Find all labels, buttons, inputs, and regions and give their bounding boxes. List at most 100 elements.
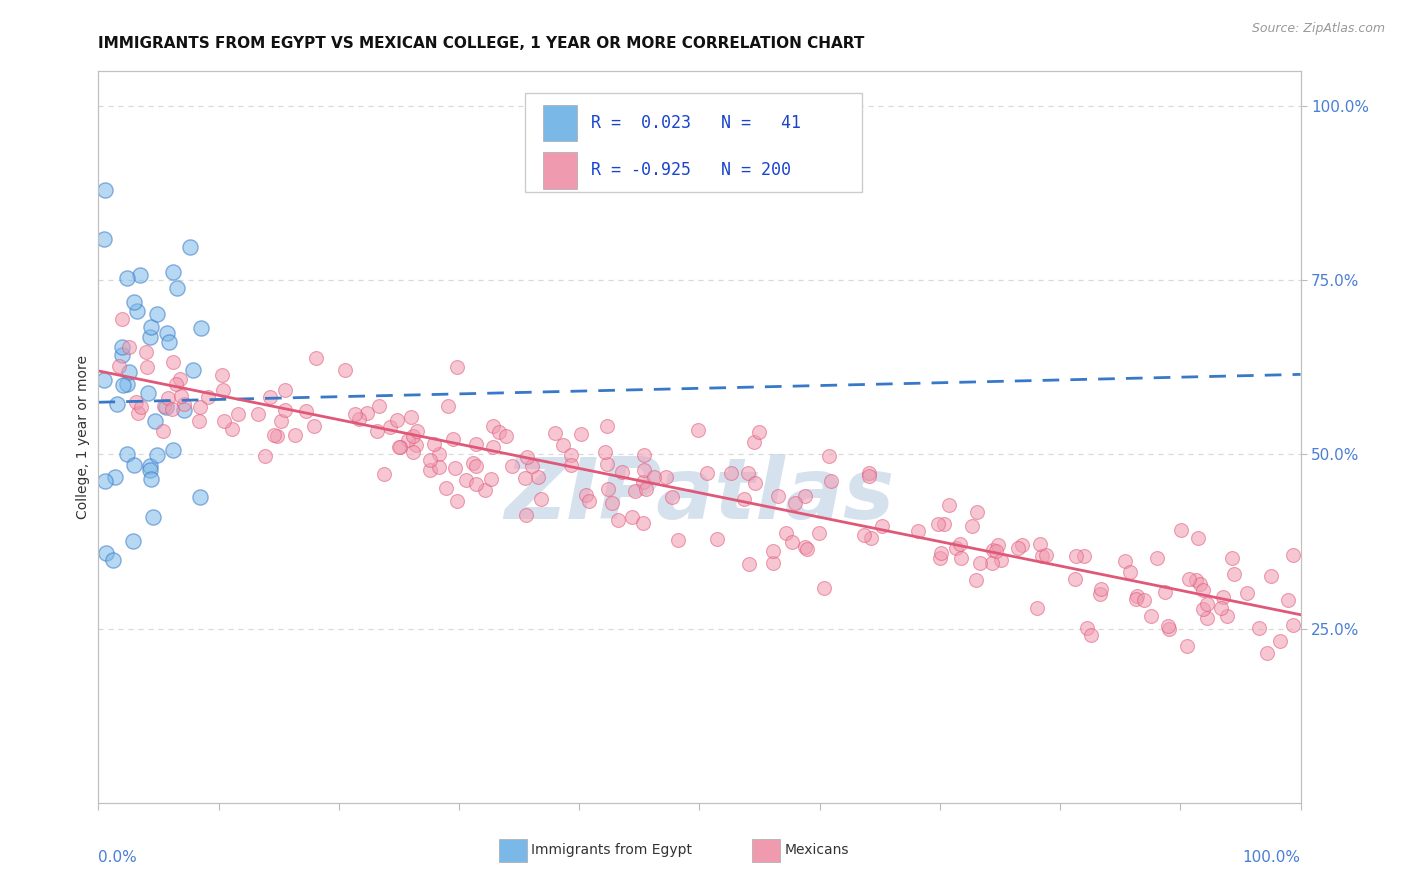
Point <box>621 509 644 524</box>
Point <box>785 495 807 509</box>
Point <box>610 465 633 479</box>
Point <box>117 447 139 461</box>
Point <box>631 475 654 489</box>
Point <box>136 360 159 375</box>
Point <box>419 452 441 467</box>
Point <box>1064 549 1087 563</box>
Point <box>1119 565 1142 579</box>
Point <box>111 312 134 326</box>
Point <box>1282 618 1305 632</box>
Point <box>987 538 1010 552</box>
Point <box>465 458 488 473</box>
Point <box>738 557 761 571</box>
Point <box>794 540 817 554</box>
Point <box>344 407 367 421</box>
Point <box>488 425 510 439</box>
Point <box>782 535 804 549</box>
Point <box>366 424 388 438</box>
Point <box>129 268 152 283</box>
Point <box>1277 592 1299 607</box>
Point <box>984 544 1007 558</box>
Point <box>962 519 984 533</box>
Point <box>1125 592 1147 607</box>
Point <box>274 383 297 397</box>
Point <box>578 494 600 508</box>
Point <box>696 467 718 481</box>
Point <box>907 524 929 538</box>
Point <box>575 488 598 502</box>
Point <box>441 432 464 446</box>
Point <box>813 581 835 595</box>
Point <box>170 389 193 403</box>
Point <box>188 490 211 504</box>
Point <box>633 449 655 463</box>
Point <box>125 304 148 318</box>
Point <box>808 525 831 540</box>
Point <box>110 348 132 362</box>
Point <box>156 392 179 406</box>
Point <box>402 445 425 459</box>
Point <box>858 467 880 481</box>
Point <box>347 412 370 426</box>
Point <box>139 320 162 334</box>
Point <box>482 419 505 434</box>
Point <box>115 377 138 392</box>
Point <box>197 390 219 404</box>
Point <box>157 334 180 349</box>
Point <box>860 531 883 545</box>
Point <box>446 359 468 374</box>
Point <box>1281 548 1303 562</box>
Point <box>427 459 450 474</box>
Point <box>122 533 145 548</box>
Point <box>165 377 187 392</box>
Point <box>990 553 1012 567</box>
Point <box>465 476 488 491</box>
Point <box>266 428 288 442</box>
Bar <box>543 152 576 188</box>
Point <box>793 489 815 503</box>
Point <box>396 433 419 447</box>
Point <box>927 517 949 532</box>
Point <box>96 546 118 560</box>
Point <box>623 483 645 498</box>
Point <box>1195 611 1218 625</box>
Point <box>775 526 797 541</box>
Point <box>263 428 285 442</box>
Point <box>1076 621 1098 635</box>
Point <box>949 537 972 551</box>
Text: IMMIGRANTS FROM EGYPT VS MEXICAN COLLEGE, 1 YEAR OR MORE CORRELATION CHART: IMMIGRANTS FROM EGYPT VS MEXICAN COLLEGE… <box>98 36 865 51</box>
Point <box>139 463 162 477</box>
Point <box>744 475 766 490</box>
Point <box>1260 569 1282 583</box>
Point <box>162 355 184 369</box>
Point <box>495 429 517 443</box>
Point <box>380 419 402 434</box>
Point <box>1216 609 1239 624</box>
Point <box>1007 541 1029 555</box>
Point <box>181 362 204 376</box>
Point <box>93 232 115 246</box>
Point <box>101 553 124 567</box>
Point <box>405 437 427 451</box>
Point <box>636 482 658 496</box>
Point <box>461 456 484 470</box>
Point <box>1114 554 1136 568</box>
Point <box>94 475 117 489</box>
Point <box>596 483 619 497</box>
Point <box>983 543 1005 558</box>
Point <box>1192 602 1215 616</box>
Point <box>818 449 841 463</box>
Point <box>1189 577 1212 591</box>
Point <box>423 437 446 451</box>
Point <box>389 440 412 454</box>
Point <box>1140 609 1163 624</box>
Point <box>1256 646 1278 660</box>
Text: ZIPatlas: ZIPatlas <box>505 454 894 537</box>
Point <box>274 403 297 417</box>
Point <box>965 574 987 588</box>
Point <box>643 469 665 483</box>
Point <box>107 359 129 373</box>
Point <box>1063 572 1085 586</box>
Point <box>427 447 450 461</box>
Point <box>858 468 880 483</box>
